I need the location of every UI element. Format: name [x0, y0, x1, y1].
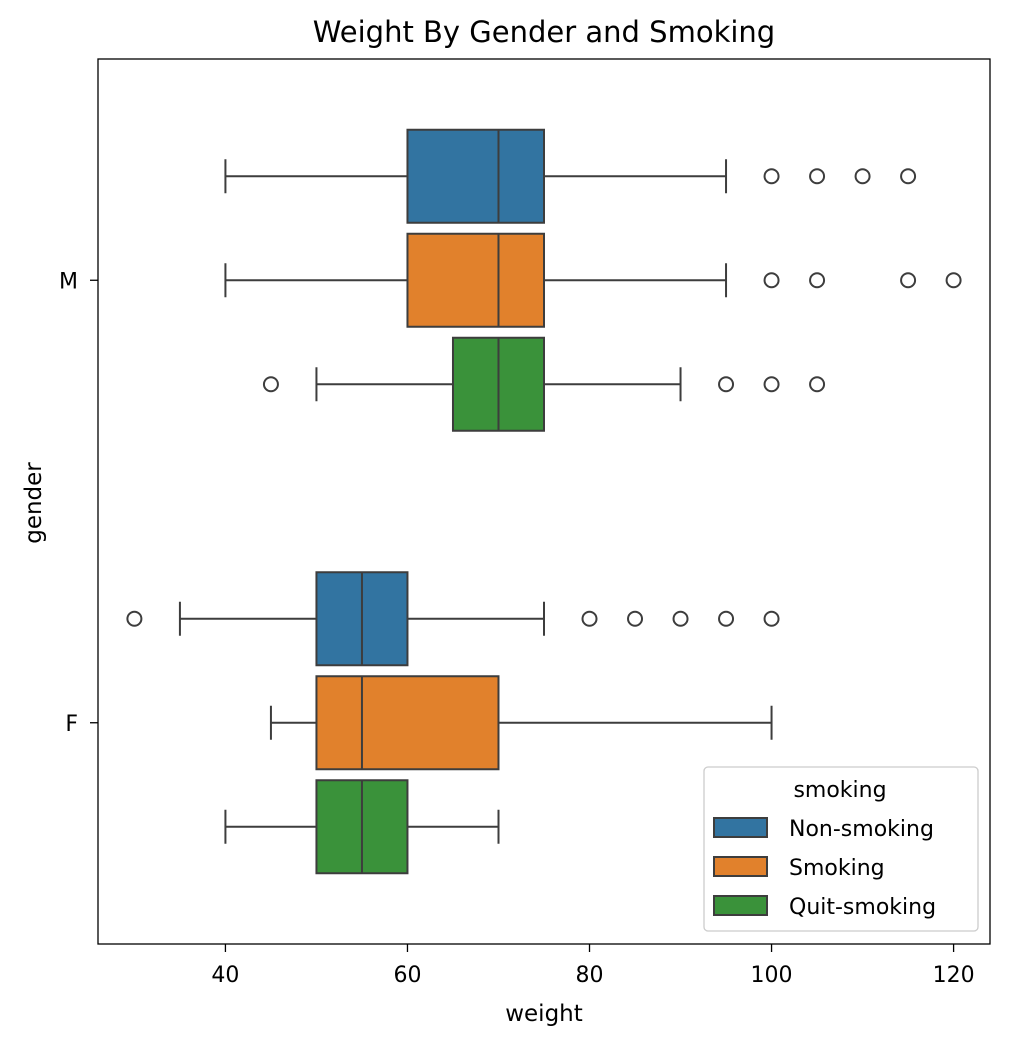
outlier-point — [763, 272, 780, 289]
box-group-smoking-f — [269, 675, 773, 771]
box-group-smoking-m — [224, 232, 962, 328]
outlier-point — [627, 610, 644, 627]
legend-label: Smoking — [789, 856, 885, 881]
legend-title: smoking — [793, 778, 886, 803]
plot-area — [126, 128, 962, 875]
outlier-point — [718, 610, 735, 627]
outlier-point — [900, 168, 917, 185]
legend: smoking Non-smoking Smoking Quit-smoking — [703, 766, 979, 932]
y-axis-label: gender — [21, 462, 47, 544]
legend-entry-quit-smoking: Quit-smoking — [713, 895, 936, 920]
outlier-point — [809, 376, 826, 393]
x-axis: 40 60 80 100 120 — [211, 944, 975, 988]
outlier-point — [262, 376, 279, 393]
outlier-point — [900, 272, 917, 289]
outlier-point — [763, 168, 780, 185]
legend-entry-non-smoking: Non-smoking — [713, 817, 934, 842]
x-tick-label: 60 — [393, 963, 421, 988]
y-tick-label: M — [59, 269, 78, 294]
outlier-point — [763, 610, 780, 627]
x-tick-label: 100 — [751, 963, 793, 988]
x-tick-label: 120 — [933, 963, 975, 988]
legend-entry-smoking: Smoking — [713, 856, 885, 881]
box-iqr — [406, 232, 545, 328]
legend-swatch — [713, 856, 768, 877]
box-iqr — [406, 128, 545, 224]
outlier-point — [763, 376, 780, 393]
box-group-quit-smoking-f — [224, 779, 500, 875]
y-axis: MF — [59, 269, 98, 737]
legend-frame — [703, 766, 979, 932]
x-tick-label: 40 — [211, 963, 239, 988]
chart-title: Weight By Gender and Smoking — [313, 15, 775, 49]
outlier-point — [126, 610, 143, 627]
x-axis-label: weight — [505, 1001, 583, 1027]
outlier-point — [581, 610, 598, 627]
outlier-point — [718, 376, 735, 393]
plot-frame — [97, 58, 991, 945]
legend-swatch — [713, 817, 768, 838]
outlier-point — [945, 272, 962, 289]
box-group-non-smoking-f — [126, 571, 780, 667]
legend-entries: Non-smoking Smoking Quit-smoking — [713, 817, 936, 920]
box-group-quit-smoking-m — [262, 336, 826, 432]
outlier-point — [672, 610, 689, 627]
outlier-point — [809, 272, 826, 289]
outlier-point — [854, 168, 871, 185]
box-group-non-smoking-m — [224, 128, 917, 224]
legend-label: Non-smoking — [789, 817, 934, 842]
outlier-point — [809, 168, 826, 185]
x-tick-label: 80 — [576, 963, 604, 988]
y-tick-label: F — [65, 712, 78, 737]
box-iqr — [315, 675, 500, 771]
legend-label: Quit-smoking — [789, 895, 936, 920]
legend-swatch — [713, 895, 768, 916]
